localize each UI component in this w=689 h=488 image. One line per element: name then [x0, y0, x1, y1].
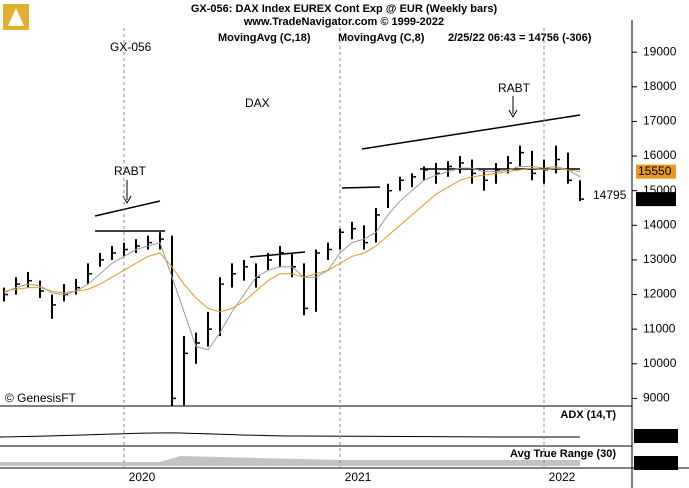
indicator-last: 18.77 — [636, 428, 666, 442]
annotation: GX-056 — [110, 40, 152, 54]
annotation: RABT — [114, 164, 147, 178]
adx-line — [0, 432, 580, 438]
annotation: DAX — [245, 96, 270, 110]
annotation: RABT — [498, 81, 531, 95]
annotation: © GenesisFT — [5, 391, 77, 405]
logo — [3, 4, 29, 30]
last-label: 15550 — [638, 164, 672, 178]
last-label-box — [636, 192, 676, 207]
atr-histogram — [0, 456, 580, 466]
y-tick-label: 11000 — [643, 321, 676, 335]
indicator-name: ADX (14,T) — [560, 409, 616, 421]
last-label: 14756 — [638, 191, 672, 205]
subtitle: www.TradeNavigator.com © 1999-2022 — [243, 16, 444, 28]
title: GX-056: DAX Index EUREX Cont Exp @ EUR (… — [191, 3, 498, 15]
y-tick-label: 9000 — [643, 391, 670, 405]
y-tick-label: 10000 — [643, 356, 677, 370]
indicator-box — [634, 456, 678, 470]
indicator-box — [634, 429, 678, 443]
y-tick-label: 14000 — [643, 217, 677, 231]
legend-entry: MovingAvg (C,8) — [338, 32, 425, 44]
quote: 2/25/22 06:43 = 14756 (-306) — [448, 32, 592, 44]
moving-average — [3, 167, 581, 313]
x-tick-label: 2022 — [549, 470, 576, 484]
legend-entry: MovingAvg (C,18) — [218, 32, 311, 44]
y-tick-label: 12000 — [643, 287, 677, 301]
y-tick-label: 17000 — [643, 114, 677, 128]
y-tick-label: 18000 — [643, 79, 677, 93]
x-tick-label: 2021 — [345, 470, 372, 484]
y-tick-label: 13000 — [643, 252, 677, 266]
x-tick-label: 2020 — [129, 470, 156, 484]
y-tick-label: 16000 — [643, 148, 677, 162]
price-panel — [3, 145, 584, 406]
moving-average — [3, 165, 581, 351]
indicator-last: 487.73 — [636, 455, 673, 469]
arrows — [122, 96, 518, 205]
hidden-label: 14795 — [593, 188, 627, 202]
y-tick-label: 19000 — [643, 44, 677, 58]
last-label-box — [636, 164, 676, 179]
indicator-name: Avg True Range (30) — [510, 448, 616, 460]
